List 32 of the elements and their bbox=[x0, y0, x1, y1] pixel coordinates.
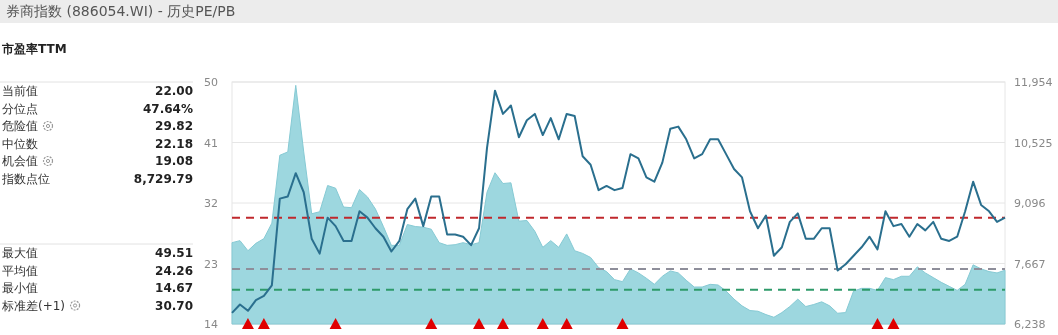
text: 分位点 bbox=[2, 101, 38, 116]
y-tick-label: 41 bbox=[204, 136, 218, 150]
text: 24.26 bbox=[155, 263, 193, 278]
text: 机会值 bbox=[2, 154, 38, 168]
text: 22.18 bbox=[155, 136, 193, 151]
y2-tick-label: 6,238 bbox=[1014, 318, 1046, 331]
text: 标准差(+1) bbox=[1, 298, 66, 313]
y-tick-label: 50 bbox=[204, 76, 218, 89]
text: 14.67 bbox=[155, 281, 193, 295]
text: 47.64% bbox=[143, 101, 193, 116]
y2-tick-label: 9,096 bbox=[1014, 197, 1046, 210]
text: 指数点位 bbox=[1, 171, 50, 186]
text: 市盈率TTM bbox=[1, 42, 67, 56]
text: 券商指数 (886054.WI) - 历史PE/PB bbox=[6, 3, 236, 19]
y-tick-label: 32 bbox=[204, 197, 218, 210]
text: 29.82 bbox=[155, 119, 193, 133]
text: 49.51 bbox=[155, 246, 193, 260]
text: 危险值 bbox=[2, 119, 38, 133]
y2-tick-label: 7,667 bbox=[1014, 257, 1046, 271]
text: 平均值 bbox=[2, 263, 38, 278]
text: 当前值 bbox=[2, 84, 38, 98]
text: 22.00 bbox=[155, 84, 193, 98]
text: 30.70 bbox=[155, 298, 193, 313]
text: 19.08 bbox=[155, 154, 193, 168]
y-tick-label: 23 bbox=[204, 257, 218, 271]
text: 最大值 bbox=[2, 246, 38, 260]
text: 中位数 bbox=[2, 136, 38, 151]
text: 8,729.79 bbox=[133, 171, 193, 186]
y2-tick-label: 10,525 bbox=[1014, 136, 1053, 150]
y-tick-label: 14 bbox=[204, 318, 218, 331]
y2-tick-label: 11,954 bbox=[1014, 76, 1053, 89]
text: 最小值 bbox=[2, 281, 38, 295]
